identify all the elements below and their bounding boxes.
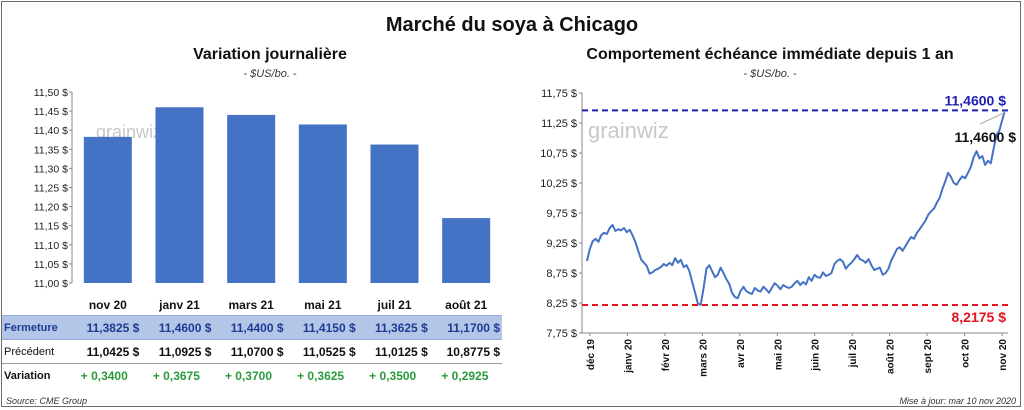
- row-label: Précédent: [4, 345, 55, 358]
- y-tick-label: 10,75 $: [540, 148, 577, 160]
- table-cell: 11,4400 $: [213, 315, 286, 340]
- table-cell: 10,8775 $: [446, 344, 500, 359]
- y-tick-label: 11,15 $: [34, 221, 68, 233]
- source-note: Source: CME Group: [6, 396, 88, 406]
- y-tick-label: 8,75 $: [546, 268, 577, 280]
- table-cell: 11,0700 $: [230, 344, 284, 359]
- row-label: Variation: [2, 363, 70, 387]
- x-tick-label: juil 21: [376, 298, 411, 312]
- x-tick-label: avr 20: [736, 339, 747, 368]
- table-cell: + 0,3625: [285, 363, 358, 387]
- main-title: Marché du soya à Chicago: [385, 14, 639, 36]
- x-tick-label: mai 20: [773, 339, 784, 371]
- y-tick-label: 8,25 $: [546, 298, 577, 310]
- table-cell: 11,0525 $: [302, 344, 356, 359]
- bar: [442, 218, 491, 283]
- callout-line: [979, 111, 1006, 125]
- table-cell: 11,0125 $: [375, 344, 428, 359]
- bar: [227, 114, 276, 283]
- table-row-precedent: Précédent 11,0425 $ 11,0925 $ 11,0700 $ …: [2, 340, 502, 364]
- table-cell: + 0,2925: [429, 363, 502, 387]
- x-tick-label: nov 20: [89, 298, 127, 312]
- bar: [370, 144, 419, 283]
- x-tick-label: mars 20: [698, 339, 709, 377]
- y-tick-label: 11,30 $: [34, 163, 68, 175]
- y-tick-label: 11,40 $: [34, 125, 68, 137]
- x-tick-label: févr 20: [661, 339, 672, 372]
- x-tick-label: août 20: [886, 339, 897, 374]
- table-cell: 11,3825 $: [69, 315, 142, 340]
- price-series-line: [586, 110, 1006, 306]
- table-cell: + 0,3400: [69, 363, 142, 387]
- y-tick-label: 9,75 $: [546, 208, 577, 220]
- left-chart-title: Variation journalière: [193, 46, 347, 63]
- update-note: Mise à jour: mar 10 nov 2020: [899, 396, 1016, 406]
- x-tick-label: janv 21: [158, 298, 200, 312]
- table-row-fermeture: Fermeture 11,3825 $ 11,4600 $ 11,4400 $ …: [2, 315, 502, 340]
- x-tick-label: août 21: [445, 298, 487, 312]
- table-cell: 11,3625 $: [357, 315, 430, 340]
- y-tick-label: 11,75 $: [541, 88, 577, 100]
- y-tick-label: 11,20 $: [34, 202, 68, 214]
- bar: [298, 124, 347, 283]
- x-tick-label: nov 20: [998, 339, 1009, 371]
- table-cell: + 0,3700: [213, 363, 286, 387]
- table-cell: + 0,3500: [357, 363, 430, 387]
- y-tick-label: 11,45 $: [34, 106, 68, 118]
- table-cell: 11,4600 $: [141, 315, 214, 340]
- x-tick-label: oct 20: [961, 339, 972, 368]
- table-row-variation: Variation + 0,3400 + 0,3675 + 0,3700 + 0…: [2, 363, 502, 387]
- right-chart-title: Comportement échéance immédiate depuis 1…: [586, 46, 954, 63]
- table-cell: + 0,3675: [141, 363, 214, 387]
- y-tick-label: 10,25 $: [540, 178, 577, 190]
- x-tick-label: mai 21: [304, 298, 342, 312]
- table-cell: 11,0925 $: [158, 344, 212, 359]
- current-value-label: 11,4600 $: [954, 129, 1016, 145]
- x-tick-label: déc 19: [586, 339, 597, 371]
- y-tick-label: 11,00 $: [34, 278, 68, 290]
- table-cell: 11,0425 $: [86, 344, 140, 359]
- y-tick-label: 11,10 $: [34, 240, 68, 252]
- y-tick-label: 11,25 $: [34, 183, 68, 195]
- y-tick-label: 9,25 $: [546, 238, 577, 250]
- y-tick-label: 11,35 $: [34, 144, 68, 156]
- x-tick-label: mars 21: [228, 298, 274, 312]
- y-tick-label: 11,05 $: [34, 259, 68, 271]
- left-chart-subtitle: - $US/bo. -: [243, 68, 297, 80]
- y-tick-label: 11,25 $: [541, 118, 577, 130]
- low-label: 8,2175 $: [952, 309, 1007, 325]
- x-tick-label: juil 20: [848, 339, 859, 369]
- bar-chart: 11,00 $ 11,05 $ 11,10 $ 11,15 $ 11,20 $ 11,25…: [34, 87, 491, 312]
- row-label: Fermeture: [2, 315, 70, 340]
- x-tick-label: juin 20: [811, 339, 822, 372]
- table-cell: 11,1700 $: [429, 315, 502, 340]
- quotes-table: Fermeture 11,3825 $ 11,4600 $ 11,4400 $ …: [2, 315, 502, 387]
- high-label: 11,4600 $: [944, 92, 1006, 108]
- table-cell: 11,4150 $: [285, 315, 358, 340]
- line-chart: 7,75 $ 8,25 $ 8,75 $ 9,25 $ 9,75 $ 10,25 $ 10,…: [540, 88, 1016, 377]
- watermark: grainwiz: [588, 118, 669, 143]
- x-tick-label: janv 20: [623, 339, 634, 374]
- y-tick-label: 11,50 $: [34, 87, 68, 99]
- bar: [155, 107, 204, 283]
- bar: [83, 136, 132, 283]
- right-chart-subtitle: - $US/bo. -: [743, 68, 797, 80]
- y-tick-label: 7,75 $: [546, 328, 577, 340]
- x-tick-label: sept 20: [923, 339, 934, 374]
